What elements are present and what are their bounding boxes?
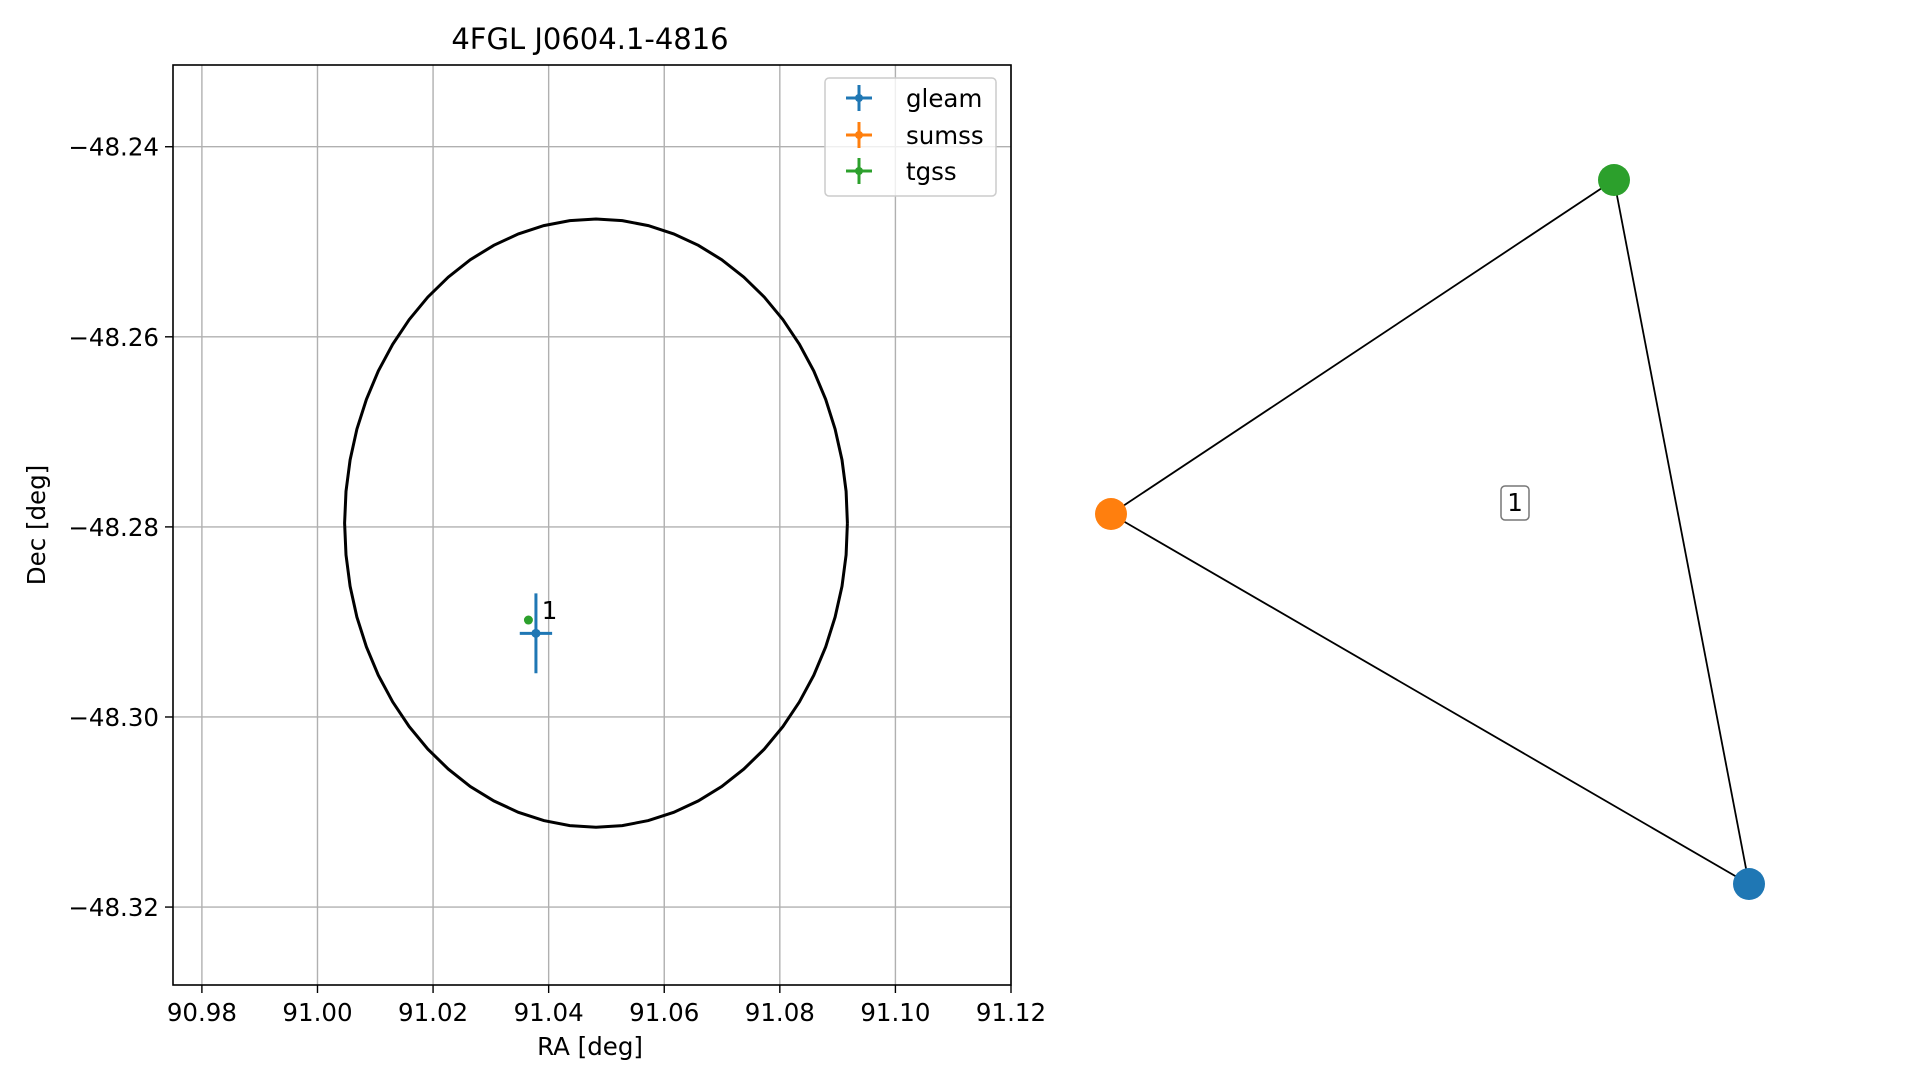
ellipse-layer	[343, 217, 849, 829]
edge-tgss-gleam	[1613, 179, 1750, 885]
chart-title: 4FGL J0604.1-4816	[451, 22, 728, 56]
x-tick-label: 90.98	[167, 998, 237, 1027]
plot-frame	[172, 64, 1012, 986]
edge-sumss-tgss	[1110, 179, 1615, 515]
y-ticks: −48.24 −48.26 −48.28 −48.30 −48.32	[68, 133, 173, 922]
y-tick-label: −48.28	[68, 513, 159, 542]
legend-label-tgss: tgss	[906, 157, 957, 186]
edge-sumss-gleam	[1110, 513, 1750, 885]
y-axis-label: Dec [deg]	[22, 465, 51, 586]
sky-plot: 1 90.98 91.00 91.02 91.04 91.06 91.08 91.10 91.…	[22, 22, 1046, 1061]
legend: gleam sumss tgss	[824, 77, 997, 197]
node-gleam	[1733, 868, 1765, 900]
legend-item-sumss: sumss	[846, 121, 984, 150]
point-annotation: 1	[542, 596, 558, 625]
x-tick-label: 91.10	[860, 998, 930, 1027]
point-gleam	[519, 593, 553, 674]
marker-gleam	[531, 628, 541, 638]
x-tick-label: 91.02	[398, 998, 468, 1027]
legend-marker-sumss-dot	[855, 131, 863, 139]
marker-tgss	[523, 615, 533, 625]
x-tick-label: 91.00	[282, 998, 352, 1027]
legend-box	[824, 77, 997, 197]
plot-background	[173, 65, 1011, 985]
y-tick-label: −48.24	[68, 133, 159, 162]
y-tick-label: −48.26	[68, 323, 159, 352]
x-axis-label: RA [deg]	[537, 1032, 643, 1061]
x-tick-label: 91.12	[976, 998, 1046, 1027]
x-tick-label: 91.06	[629, 998, 699, 1027]
graph-label: 1	[1507, 488, 1523, 517]
legend-item-gleam: gleam	[846, 84, 982, 113]
legend-marker-tgss-dot	[855, 167, 863, 175]
node-tgss	[1598, 164, 1630, 196]
legend-marker-gleam-dot	[855, 94, 863, 102]
grid	[173, 65, 1012, 985]
graph-label-box	[1500, 485, 1530, 521]
localization-ellipse	[343, 217, 849, 829]
annotation-layer: 1	[542, 596, 558, 625]
point-tgss	[523, 615, 533, 625]
legend-item-tgss: tgss	[846, 157, 957, 186]
node-sumss	[1095, 498, 1127, 530]
legend-label-gleam: gleam	[906, 84, 982, 113]
y-tick-label: −48.32	[68, 893, 159, 922]
x-tick-label: 91.04	[514, 998, 584, 1027]
y-tick-label: −48.30	[68, 703, 159, 732]
match-graph: 1	[1095, 164, 1765, 900]
x-ticks: 90.98 91.00 91.02 91.04 91.06 91.08 91.10 91.12	[167, 985, 1046, 1027]
x-tick-label: 91.08	[745, 998, 815, 1027]
legend-label-sumss: sumss	[906, 121, 984, 150]
points-layer	[519, 593, 553, 674]
